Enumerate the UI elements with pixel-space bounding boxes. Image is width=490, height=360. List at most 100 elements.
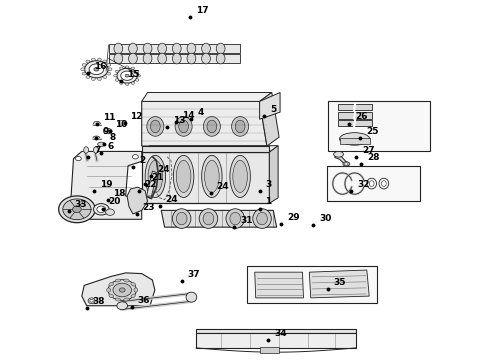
- Ellipse shape: [82, 72, 86, 75]
- Ellipse shape: [98, 142, 105, 147]
- Ellipse shape: [239, 147, 244, 152]
- Ellipse shape: [114, 75, 117, 77]
- Text: 1: 1: [266, 197, 272, 206]
- Ellipse shape: [131, 294, 136, 298]
- Ellipse shape: [128, 53, 137, 64]
- Text: 5: 5: [270, 104, 276, 113]
- Ellipse shape: [147, 117, 164, 136]
- Ellipse shape: [157, 147, 162, 152]
- Text: 30: 30: [319, 213, 331, 222]
- Ellipse shape: [73, 206, 81, 212]
- Ellipse shape: [198, 147, 202, 152]
- Ellipse shape: [344, 163, 348, 165]
- Ellipse shape: [90, 299, 93, 302]
- Ellipse shape: [123, 279, 129, 282]
- Text: 24: 24: [217, 182, 229, 191]
- Ellipse shape: [75, 206, 81, 211]
- Ellipse shape: [107, 72, 111, 75]
- Ellipse shape: [216, 53, 225, 64]
- Ellipse shape: [143, 53, 152, 64]
- Ellipse shape: [81, 68, 85, 71]
- Ellipse shape: [108, 280, 136, 300]
- Polygon shape: [196, 333, 356, 348]
- Ellipse shape: [107, 288, 111, 292]
- Ellipse shape: [114, 43, 122, 54]
- Ellipse shape: [203, 147, 220, 151]
- Text: 6: 6: [107, 142, 113, 151]
- Bar: [327, 166, 420, 202]
- Ellipse shape: [199, 209, 218, 228]
- Ellipse shape: [143, 43, 152, 54]
- Text: 7: 7: [94, 146, 100, 155]
- Ellipse shape: [63, 199, 91, 220]
- Ellipse shape: [131, 82, 135, 84]
- Ellipse shape: [207, 120, 217, 133]
- Ellipse shape: [115, 279, 121, 282]
- Text: 3: 3: [266, 180, 272, 189]
- Ellipse shape: [173, 156, 194, 198]
- Ellipse shape: [226, 209, 245, 228]
- Ellipse shape: [125, 74, 129, 77]
- Ellipse shape: [136, 70, 139, 73]
- Text: 36: 36: [138, 296, 150, 305]
- Ellipse shape: [86, 76, 90, 78]
- Polygon shape: [260, 93, 279, 146]
- Text: 35: 35: [334, 278, 346, 287]
- Ellipse shape: [121, 71, 133, 80]
- Text: 38: 38: [93, 297, 105, 306]
- Ellipse shape: [230, 156, 250, 198]
- Text: 29: 29: [287, 213, 299, 222]
- Bar: [109, 54, 240, 63]
- Text: 24: 24: [157, 165, 170, 174]
- Ellipse shape: [131, 282, 136, 286]
- Text: 21: 21: [151, 173, 164, 182]
- Ellipse shape: [230, 212, 241, 225]
- Ellipse shape: [235, 120, 245, 133]
- Ellipse shape: [150, 120, 160, 133]
- Ellipse shape: [253, 209, 271, 228]
- Ellipse shape: [93, 136, 100, 140]
- Polygon shape: [309, 270, 369, 298]
- Ellipse shape: [131, 67, 135, 69]
- Ellipse shape: [158, 43, 167, 54]
- Ellipse shape: [123, 298, 129, 301]
- Ellipse shape: [125, 83, 129, 86]
- Bar: [109, 44, 240, 53]
- Ellipse shape: [98, 78, 101, 80]
- Ellipse shape: [172, 43, 181, 54]
- Text: 17: 17: [196, 6, 209, 15]
- Ellipse shape: [137, 75, 141, 77]
- Ellipse shape: [202, 156, 222, 198]
- Ellipse shape: [134, 288, 138, 292]
- Ellipse shape: [340, 133, 370, 145]
- Polygon shape: [147, 171, 157, 196]
- Ellipse shape: [120, 67, 123, 69]
- Ellipse shape: [233, 160, 247, 193]
- Ellipse shape: [88, 298, 95, 303]
- Ellipse shape: [59, 196, 95, 223]
- Text: 34: 34: [274, 329, 287, 338]
- Bar: [338, 120, 372, 126]
- Ellipse shape: [115, 70, 119, 73]
- Ellipse shape: [257, 212, 268, 225]
- Text: 15: 15: [126, 69, 139, 78]
- Ellipse shape: [94, 203, 109, 215]
- Text: 27: 27: [362, 146, 374, 155]
- Ellipse shape: [120, 82, 123, 84]
- Ellipse shape: [187, 43, 196, 54]
- Ellipse shape: [211, 147, 216, 152]
- Ellipse shape: [179, 120, 189, 133]
- Ellipse shape: [176, 160, 191, 193]
- Ellipse shape: [225, 147, 230, 152]
- Text: 8: 8: [110, 133, 116, 142]
- Ellipse shape: [119, 120, 126, 125]
- Text: 14: 14: [182, 111, 195, 120]
- Text: 12: 12: [130, 112, 143, 121]
- Ellipse shape: [187, 53, 196, 64]
- Ellipse shape: [117, 302, 127, 310]
- Polygon shape: [270, 146, 278, 203]
- Text: 18: 18: [114, 189, 126, 198]
- Polygon shape: [82, 273, 155, 306]
- Text: 31: 31: [240, 216, 253, 225]
- Ellipse shape: [186, 292, 197, 302]
